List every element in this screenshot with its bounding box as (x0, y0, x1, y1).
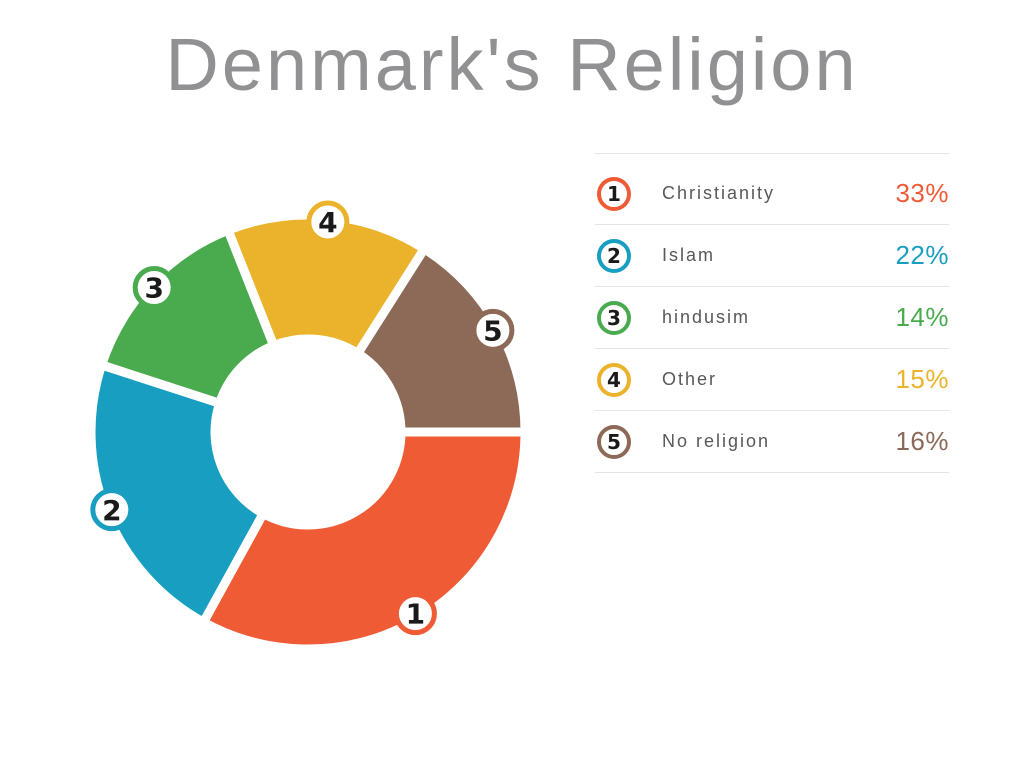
legend-label: No religion (662, 431, 771, 451)
legend-percent: 16% (895, 426, 949, 456)
legend-row-1: 1 Christianity 33% (595, 163, 949, 225)
donut-chart: 1 2 3 4 5 (58, 182, 558, 682)
page-title: Denmark's Religion (165, 23, 859, 106)
legend-badge-2: 2 (597, 238, 631, 273)
donut-badge-5: 5 (471, 308, 515, 352)
donut-badge-ring-1 (393, 592, 437, 636)
donut-badge-3: 3 (132, 266, 176, 310)
legend-percent: 15% (895, 364, 949, 394)
donut-badge-number-1: 1 (406, 598, 425, 631)
donut-badge-number-3: 3 (144, 272, 163, 305)
legend-percent: 22% (895, 240, 949, 270)
donut-badge-ring-2 (90, 488, 134, 532)
donut-slice-1 (197, 427, 530, 654)
legend-label: hindusim (662, 307, 751, 327)
donut-badge-ring-4 (306, 200, 350, 244)
legend-label: Other (662, 369, 718, 389)
legend-percent: 14% (895, 302, 949, 332)
donut-svg: 1 2 3 4 5 (86, 200, 530, 654)
donut-slice-3 (95, 224, 280, 409)
legend-label: Islam (662, 245, 716, 265)
legend-percent: 33% (895, 178, 949, 208)
donut-badge-ring-5 (471, 308, 515, 352)
donut-badge-number-2: 2 (102, 494, 121, 527)
donut-badge-1: 1 (393, 592, 437, 636)
legend-badge-5: 5 (597, 424, 631, 459)
legend: 1 Christianity 33% 2 Islam 22% 3 hindusim 14% 4 Ot… (595, 153, 949, 473)
donut-slice-5 (351, 242, 530, 437)
legend-badge-3: 3 (597, 300, 631, 335)
legend-label: Christianity (662, 183, 776, 203)
legend-row-5: 5 No religion 16% (595, 411, 949, 473)
legend-row-2: 2 Islam 22% (595, 225, 949, 287)
legend-row-3: 3 hindusim 14% (595, 287, 949, 349)
donut-badge-number-4: 4 (318, 206, 337, 239)
donut-badge-number-5: 5 (483, 314, 502, 347)
legend-badge-1: 1 (597, 176, 631, 211)
donut-badge-ring-3 (132, 266, 176, 310)
donut-badge-2: 2 (90, 488, 134, 532)
donut-badge-4: 4 (306, 200, 350, 244)
legend-badge-4: 4 (597, 362, 631, 397)
legend-row-4: 4 Other 15% (595, 349, 949, 411)
donut-slice-2 (86, 359, 270, 629)
